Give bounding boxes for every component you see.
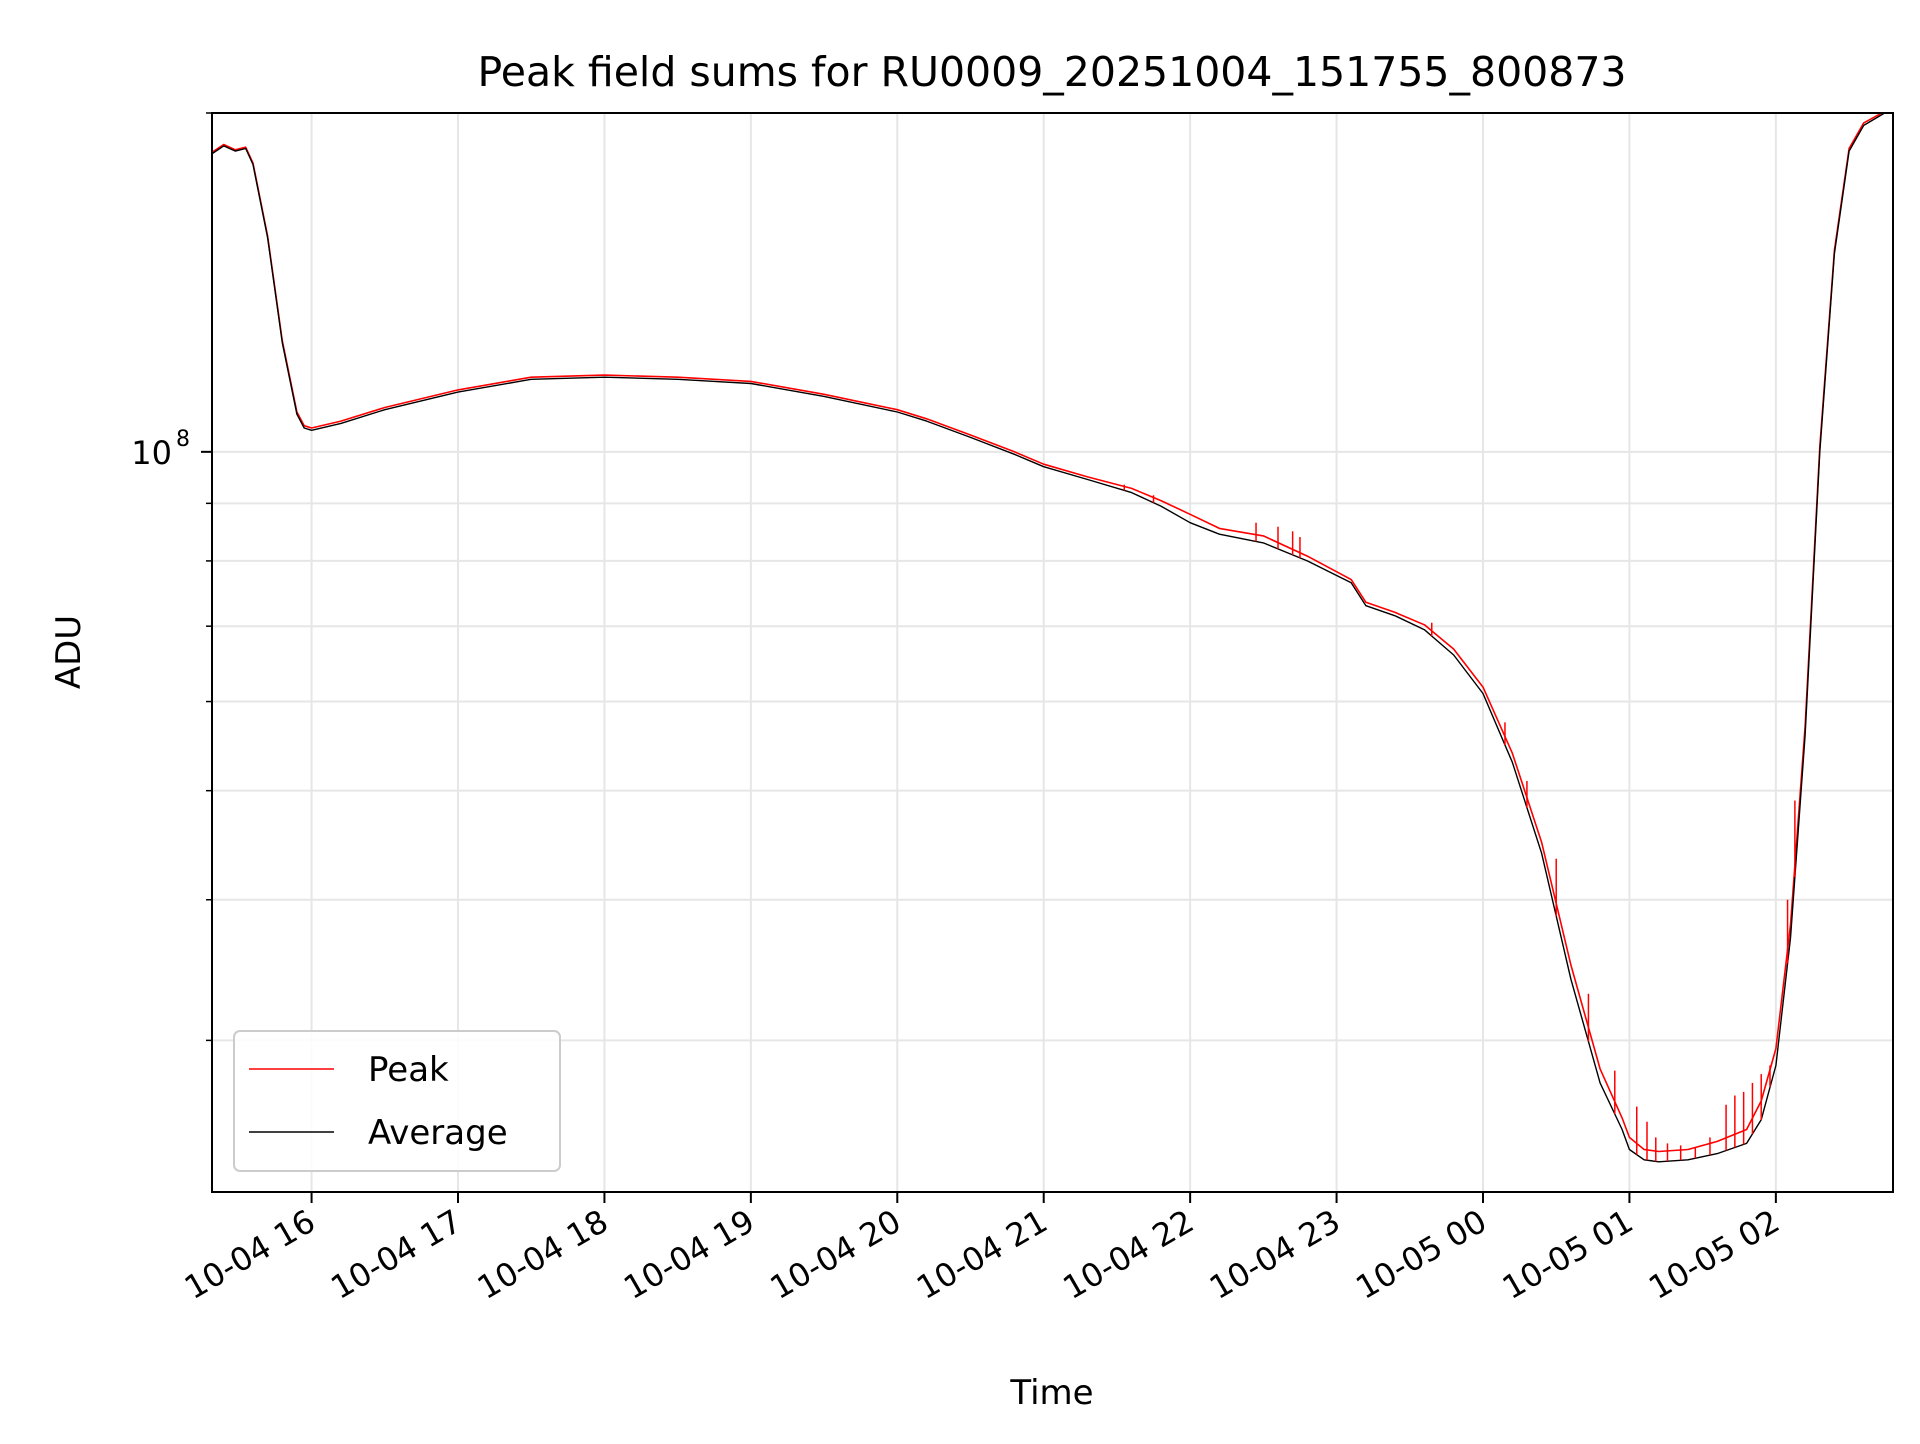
series-layer [212,113,1887,1163]
y-axis-ticks: 10 8 [131,112,212,1042]
legend-peak-label: Peak [368,1050,449,1090]
y-tick-label-exponent: 8 [176,427,190,452]
chart-title: Peak field sums for RU0009_20251004_1517… [477,48,1626,96]
legend-average-label: Average [368,1113,508,1153]
legend: Peak Average [233,1030,561,1172]
x-axis-label: Time [1009,1373,1093,1413]
plot-frame [211,112,1894,1193]
y-tick-label-base: 10 [131,434,172,472]
peak-series-line [212,113,1884,1153]
average-series-line [212,113,1887,1163]
y-axis-label: ADU [49,615,89,689]
legend-box [233,1030,561,1172]
